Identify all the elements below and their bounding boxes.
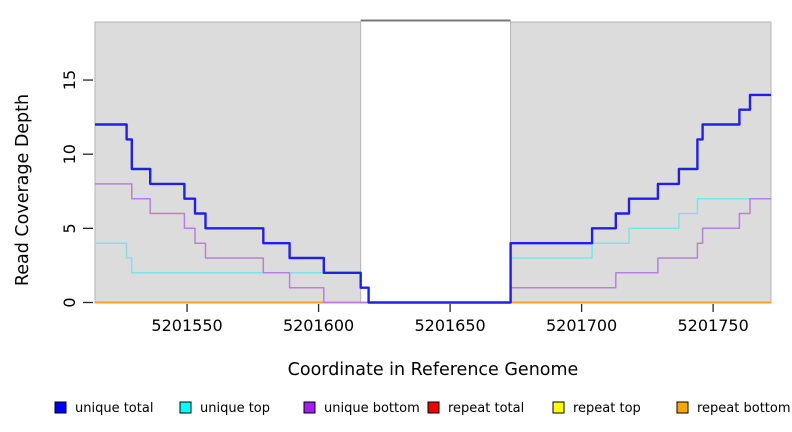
legend-label-unique-total: unique total [75,401,153,416]
series-lines-layer [95,93,771,304]
y-axis-tick-label: 15 [60,70,79,90]
legend-swatch-unique-bottom [303,401,316,414]
shaded-regions-layer [94,19,772,304]
legend-swatch-repeat-bottom [676,401,689,414]
x-axis-tick-label: 5201650 [414,316,485,335]
legend-swatch-unique-top [179,401,192,414]
shaded-coverage-region [94,21,362,304]
y-axis-tick-label: 5 [60,223,79,233]
shaded-coverage-region [510,21,772,304]
x-axis-tick-label: 5201700 [546,316,617,335]
axes-layer: 5201550 5201600 5201650 5201700 5201750 0 5 10 1… [60,70,749,335]
legend: unique total unique top unique bottom repea… [54,401,791,416]
series-line-unique-bottom [95,183,771,304]
x-axis-tick-label: 5201750 [677,316,748,335]
x-axis-title: Coordinate in Reference Genome [288,360,579,380]
legend-swatch-repeat-top [552,401,565,414]
legend-swatch-unique-total [54,401,67,414]
y-axis-title: Read Coverage Depth [13,94,33,286]
legend-label-repeat-top: repeat top [573,401,641,416]
y-axis-tick-label: 0 [60,297,79,307]
series-line-unique-total [95,93,771,304]
legend-label-unique-bottom: unique bottom [324,401,420,416]
legend-label-unique-top: unique top [200,401,270,416]
x-axis-tick-label: 5201550 [151,316,222,335]
legend-swatch-repeat-total [427,401,440,414]
x-axis-tick-label: 5201600 [283,316,354,335]
y-axis-tick-label: 10 [60,144,79,164]
legend-label-repeat-total: repeat total [448,401,524,416]
legend-label-repeat-bottom: repeat bottom [697,401,791,416]
